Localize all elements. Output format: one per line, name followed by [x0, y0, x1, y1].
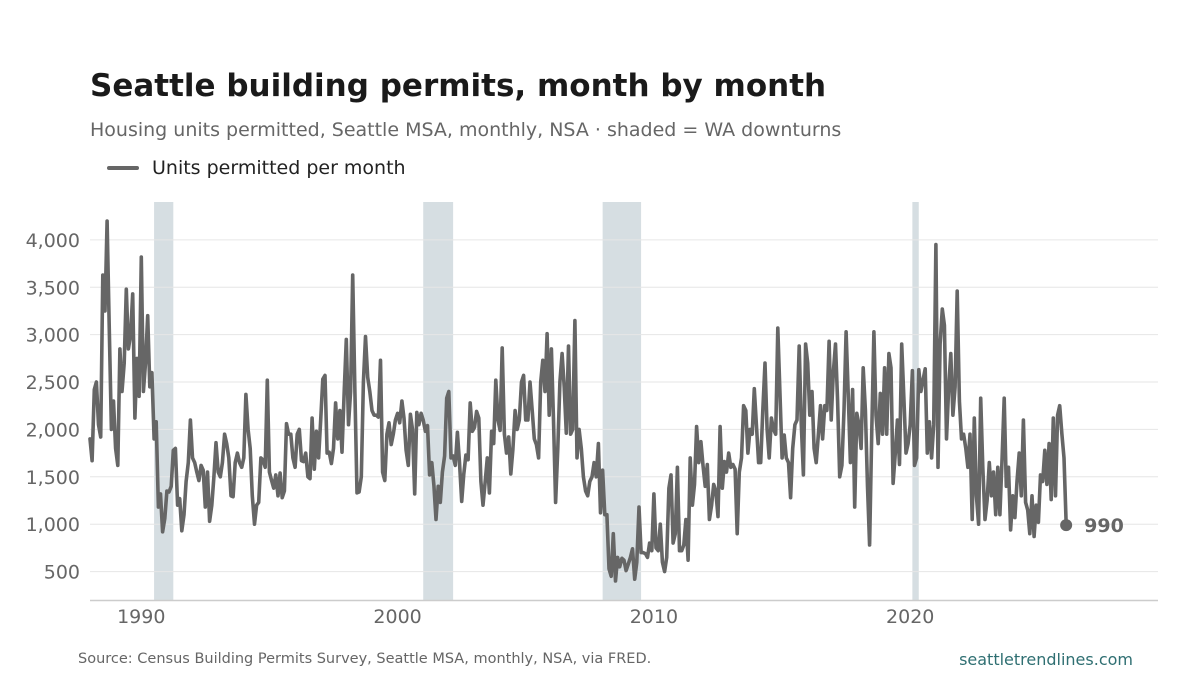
end-value-label: 990 [1084, 515, 1124, 537]
x-tick-label: 2020 [886, 606, 934, 628]
chart-subtitle: Housing units permitted, Seattle MSA, mo… [90, 119, 842, 141]
x-tick-label: 1990 [117, 606, 165, 628]
y-tick-label: 1,500 [26, 467, 80, 489]
y-tick-label: 4,000 [26, 230, 80, 252]
x-tick-label: 2010 [630, 606, 678, 628]
recession-band [154, 202, 174, 600]
legend-label: Units permitted per month [152, 157, 406, 179]
legend-swatch [107, 166, 139, 170]
y-tick-label: 3,000 [26, 325, 80, 347]
source-note: Source: Census Building Permits Survey, … [78, 651, 652, 667]
legend: Units permitted per month [107, 157, 406, 179]
y-tick-label: 2,500 [26, 372, 80, 394]
brand-link[interactable]: seattletrendlines.com [959, 650, 1133, 669]
series-line [88, 219, 1068, 583]
x-tick-label: 2000 [373, 606, 421, 628]
recession-band [912, 202, 919, 600]
chart-title: Seattle building permits, month by month [90, 68, 827, 104]
y-tick-label: 2,000 [26, 419, 80, 441]
y-tick-label: 3,500 [26, 277, 80, 299]
y-tick-label: 1,000 [26, 514, 80, 536]
y-tick-label: 500 [44, 562, 80, 584]
end-point-marker [1060, 519, 1073, 532]
